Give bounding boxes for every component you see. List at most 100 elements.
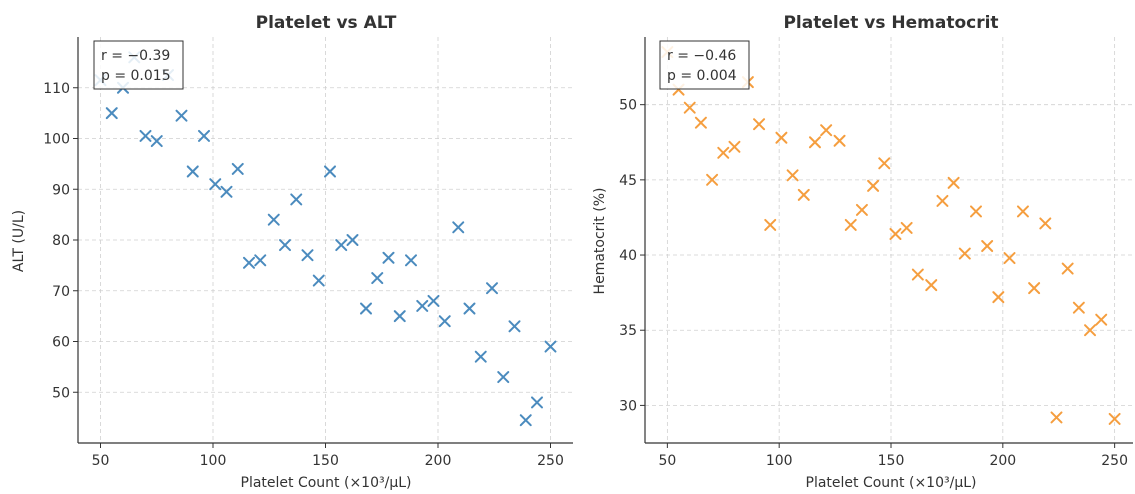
data-point-hematocrit	[958, 247, 971, 260]
x-tick-label: 250	[537, 453, 564, 469]
data-point-hematocrit	[1028, 282, 1041, 295]
data-point-hematocrit	[969, 205, 982, 218]
data-point-hematocrit	[1003, 252, 1016, 265]
data-point-alt	[346, 234, 359, 246]
data-point-alt	[371, 272, 384, 285]
chart-alt-panel: Platelet vs ALT 50 100 150 200 250 50 60 70 80 90…	[11, 13, 573, 491]
data-point-hematocrit	[1039, 217, 1052, 230]
data-point-alt	[175, 109, 188, 122]
data-point-hematocrit	[900, 221, 913, 234]
data-point-alt	[231, 162, 244, 175]
y-tick-label: 70	[52, 284, 70, 300]
data-point-hematocrit	[1050, 411, 1063, 424]
data-point-hematocrit	[1108, 412, 1121, 425]
data-point-hematocrit	[889, 227, 902, 240]
grid-alt	[78, 37, 573, 443]
data-point-alt	[335, 239, 348, 252]
data-point-hematocrit	[797, 188, 810, 201]
data-point-hematocrit	[911, 268, 924, 281]
x-tick-label: 100	[766, 453, 793, 469]
stats-p-hematocrit: p = 0.004	[667, 68, 737, 84]
stats-p-alt: p = 0.015	[101, 68, 171, 84]
data-point-alt	[474, 350, 487, 363]
x-tick-label: 250	[1101, 453, 1128, 469]
data-point-alt	[497, 371, 510, 384]
data-point-alt	[452, 221, 465, 234]
data-point-alt	[312, 274, 325, 287]
chart-title-alt: Platelet vs ALT	[256, 13, 397, 33]
y-tick-label: 110	[43, 81, 70, 97]
data-point-hematocrit	[694, 116, 707, 129]
data-point-hematocrit	[1061, 262, 1074, 275]
y-tick-label: 50	[52, 385, 70, 401]
x-tick-label: 200	[989, 453, 1016, 469]
data-point-alt	[360, 302, 372, 315]
y-tick-label: 50	[619, 98, 637, 114]
y-tick-label: 30	[619, 398, 637, 414]
chart-hematocrit-panel: Platelet vs Hematocrit 50 100 150 200 250 30 3…	[592, 13, 1133, 491]
stats-r-alt: r = −0.39	[101, 48, 170, 64]
data-point-hematocrit	[683, 101, 696, 114]
data-point-hematocrit	[786, 169, 799, 182]
data-point-hematocrit	[992, 291, 1005, 304]
stats-box-hematocrit: r = −0.46 p = 0.004	[659, 40, 750, 90]
data-point-alt	[416, 299, 429, 312]
data-point-alt	[393, 310, 406, 323]
data-point-alt	[463, 302, 476, 315]
data-point-alt	[531, 396, 543, 409]
x-axis-label-hematocrit: Platelet Count (×10³/μL)	[806, 475, 977, 491]
x-axis-label-alt: Platelet Count (×10³/μL)	[241, 475, 412, 491]
data-point-hematocrit	[1084, 324, 1097, 337]
y-tick-label: 60	[52, 335, 70, 351]
data-point-hematocrit	[844, 218, 857, 231]
data-point-alt	[324, 165, 336, 178]
data-point-alt	[544, 340, 557, 353]
data-point-alt	[427, 294, 440, 307]
stats-box-frame-alt	[93, 40, 184, 90]
data-point-alt	[198, 129, 210, 142]
data-point-alt	[150, 135, 163, 148]
data-point-hematocrit	[728, 140, 741, 153]
data-point-hematocrit	[820, 124, 833, 137]
ticks-alt: 50 100 150 200 250 50 60 70 80 90 100 110	[43, 81, 564, 469]
y-axis-label-hematocrit: Hematocrit (%)	[592, 188, 608, 295]
data-point-alt	[209, 178, 222, 191]
data-point-alt	[519, 414, 532, 427]
data-point-alt	[438, 315, 451, 328]
data-point-hematocrit	[867, 179, 880, 192]
y-tick-label: 90	[52, 182, 70, 198]
x-tick-label: 50	[92, 453, 110, 469]
data-point-alt	[301, 249, 314, 262]
data-point-hematocrit	[855, 203, 868, 216]
data-point-hematocrit	[878, 157, 891, 170]
y-tick-label: 40	[619, 248, 637, 264]
data-point-alt	[382, 251, 395, 264]
data-point-alt	[508, 320, 521, 333]
stats-box-alt: r = −0.39 p = 0.015	[93, 40, 184, 90]
data-point-hematocrit	[764, 218, 777, 231]
data-point-hematocrit	[775, 131, 788, 144]
data-point-hematocrit	[1095, 313, 1108, 326]
axes-hematocrit	[644, 37, 1133, 444]
y-axis-label-alt: ALT (U/L)	[11, 210, 27, 272]
data-point-alt	[486, 282, 498, 295]
data-point-hematocrit	[947, 176, 960, 189]
y-tick-label: 100	[43, 132, 70, 148]
data-point-hematocrit	[1072, 301, 1085, 314]
ticks-hematocrit: 50 100 150 200 250 30 35 40 45 50	[619, 98, 1128, 469]
chart-title-hematocrit: Platelet vs Hematocrit	[783, 13, 998, 33]
data-point-hematocrit	[717, 146, 730, 159]
data-point-alt	[105, 107, 118, 120]
data-point-alt	[243, 256, 255, 269]
data-point-hematocrit	[833, 134, 846, 147]
data-point-hematocrit	[753, 118, 766, 131]
data-point-alt	[405, 254, 417, 267]
x-tick-label: 150	[312, 453, 339, 469]
stats-r-hematocrit: r = −0.46	[667, 48, 736, 64]
grid-hematocrit	[645, 37, 1133, 443]
y-tick-label: 35	[619, 323, 637, 339]
data-point-hematocrit	[1016, 205, 1029, 218]
x-tick-label: 50	[658, 453, 676, 469]
y-tick-label: 45	[619, 173, 637, 189]
